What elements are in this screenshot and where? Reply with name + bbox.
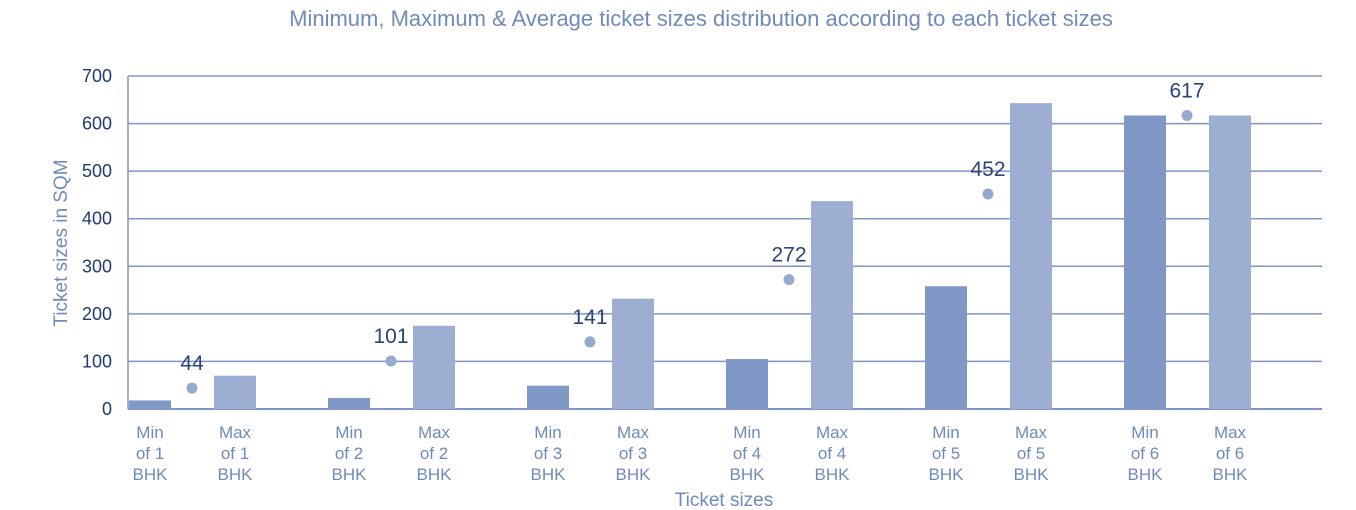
max-bar: [612, 298, 654, 409]
y-tick-label: 400: [82, 209, 112, 229]
min-bar: [527, 385, 569, 409]
max-bar: [1010, 103, 1052, 409]
max-category-label: Max of 5 BHK: [1014, 423, 1050, 484]
min-category-label: Min of 4 BHK: [730, 423, 766, 484]
y-tick-label: 0: [102, 399, 112, 419]
y-axis-title: Ticket sizes in SQM: [51, 159, 72, 326]
average-data-label: 452: [970, 158, 1005, 181]
average-data-label: 141: [572, 306, 607, 329]
y-tick-label: 300: [82, 256, 112, 276]
max-category-label: Max of 3 BHK: [616, 423, 652, 484]
average-point: [584, 336, 596, 348]
average-point: [1181, 109, 1193, 121]
min-category-label: Min of 2 BHK: [332, 423, 368, 484]
min-bar: [328, 398, 370, 409]
average-data-label: 44: [180, 352, 204, 375]
min-category-label: Min of 1 BHK: [133, 423, 169, 484]
y-tick-label: 100: [82, 351, 112, 371]
average-point: [982, 188, 994, 200]
min-category-label: Min of 6 BHK: [1128, 423, 1164, 484]
min-bar: [129, 400, 171, 409]
max-category-label: Max of 4 BHK: [815, 423, 851, 484]
average-data-label: 101: [373, 325, 408, 348]
x-axis-title: Ticket sizes: [675, 490, 774, 510]
y-tick-label: 700: [82, 66, 112, 86]
min-category-label: Min of 3 BHK: [531, 423, 567, 484]
min-category-label: Min of 5 BHK: [929, 423, 965, 484]
average-points: 44 101 141 272 452 617: [180, 79, 1205, 394]
grid-layer: [127, 75, 1322, 410]
max-category-label: Max of 6 BHK: [1213, 423, 1249, 484]
y-tick-label: 600: [82, 114, 112, 134]
average-data-label: 272: [771, 244, 806, 267]
max-bar: [1209, 115, 1251, 409]
bars: [129, 103, 1251, 409]
min-bar: [726, 359, 768, 409]
average-data-label: 617: [1169, 79, 1204, 102]
max-category-label: Max of 1 BHK: [218, 423, 254, 484]
average-point: [783, 274, 795, 286]
y-tick-label: 200: [82, 304, 112, 324]
min-bar: [925, 286, 967, 409]
average-point: [186, 382, 198, 394]
y-tick-label: 500: [82, 161, 112, 181]
max-bar: [214, 375, 256, 409]
max-category-label: Max of 2 BHK: [417, 423, 453, 484]
max-bar: [413, 325, 455, 409]
min-bar: [1124, 115, 1166, 409]
average-point: [385, 355, 397, 367]
x-category-labels: Min of 1 BHK Max of 1 BHK Min of 2 BHK Max of 2 BHK…: [133, 423, 1249, 484]
chart-title: Minimum, Maximum & Average ticket sizes …: [289, 6, 1113, 31]
y-tick-labels: 0 100 200 300 400 500 600 700: [82, 66, 112, 419]
max-bar: [811, 201, 853, 409]
